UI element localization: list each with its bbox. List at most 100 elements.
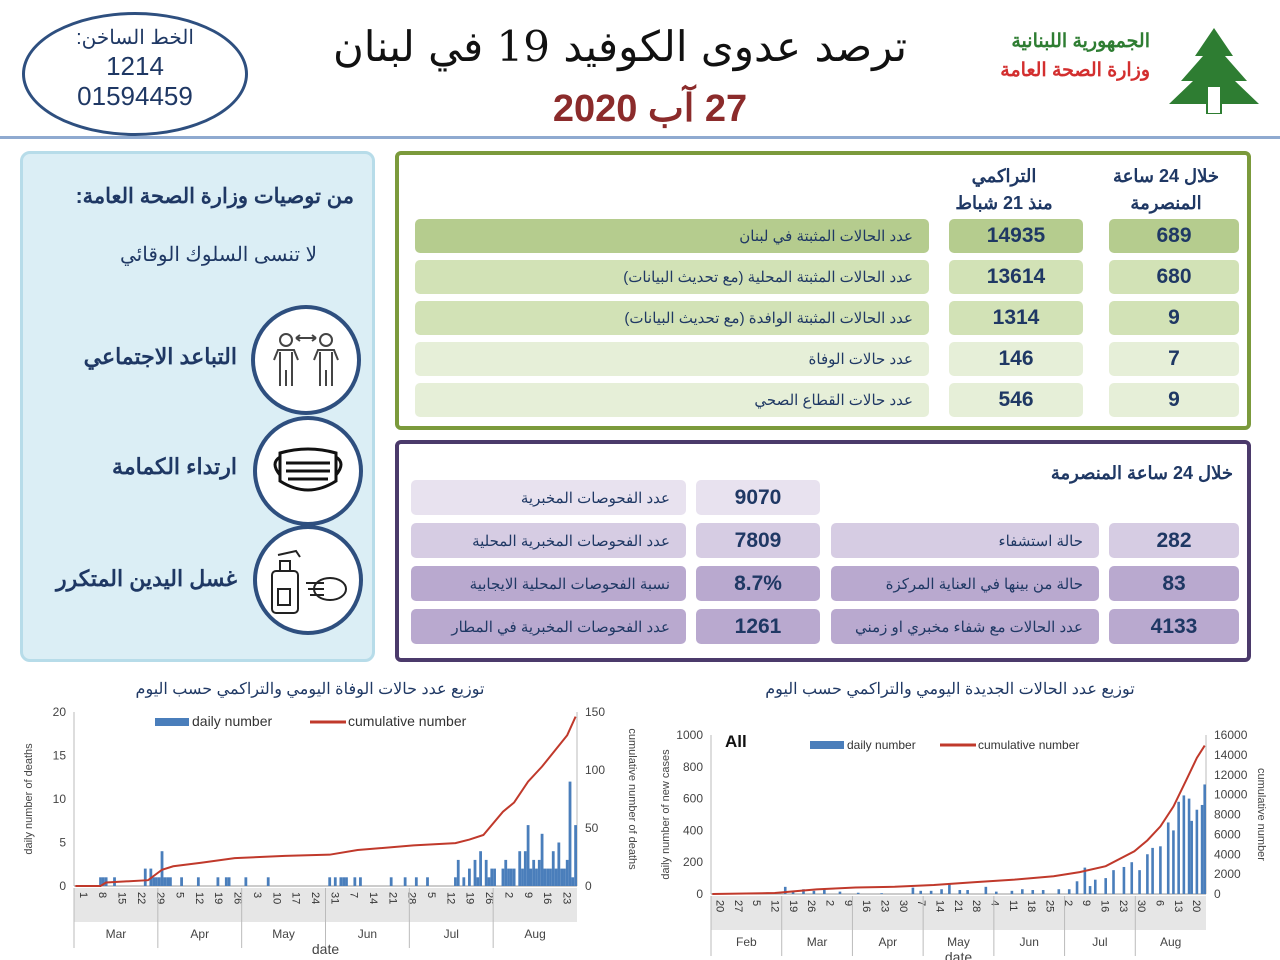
y2-tick-label: 50 (585, 821, 599, 835)
daily-bar (1093, 879, 1097, 894)
daily-bar (518, 851, 522, 886)
daily-bar (1159, 846, 1162, 894)
daily-bar (462, 877, 466, 886)
col-header-24h-line2: المنصرمة (1130, 193, 1202, 213)
x-tick-label: 30 (897, 900, 909, 912)
y2-axis-title: cumulative number (1255, 768, 1267, 861)
daily-bar (509, 868, 513, 886)
hospital-row-value: 83 (1109, 566, 1239, 601)
x-tick-label: 22 (135, 892, 147, 904)
legend-daily-swatch (155, 718, 189, 726)
daily-bar (101, 877, 105, 886)
cases-summary-panel: خلال 24 ساعة المنصرمة التراكمي منذ 21 شباط… (395, 151, 1251, 430)
y2-tick-label: 6000 (1214, 827, 1241, 841)
y-tick-label: 15 (53, 749, 67, 763)
daily-bar (919, 890, 923, 894)
x-tick-label: 19 (212, 892, 224, 904)
daily-bar (1067, 889, 1071, 894)
tests-summary-panel: خلال 24 ساعة المنصرمة عدد الفحوصات المخب… (395, 440, 1251, 662)
x-tick-label: 23 (1117, 900, 1129, 912)
daily-bar (345, 877, 348, 886)
hospital-row-label: حالة استشفاء (831, 523, 1099, 558)
x-tick-label: 16 (860, 900, 872, 912)
x-tick-label: 26 (232, 892, 244, 904)
month-label: May (947, 935, 970, 949)
x-tick-label: 15 (115, 892, 127, 904)
x-tick-label: 5 (174, 892, 186, 898)
x-tick-label: 30 (1135, 900, 1147, 912)
daily-bar (414, 877, 418, 886)
cases-chart: 0200400600800100002000400060008000100001… (660, 728, 1267, 960)
cases-chart-title: توزيع عدد الحالات الجديدة اليومي والتراك… (765, 681, 1135, 698)
x-tick-label: 16 (541, 892, 553, 904)
y-tick-label: 0 (59, 879, 66, 893)
daily-bar (1041, 890, 1045, 894)
header-divider (0, 136, 1280, 139)
daily-bar (476, 877, 480, 886)
daily-bar (1195, 809, 1199, 894)
daily-bar (1146, 854, 1149, 894)
hotline-label: الخط الساخن: (76, 27, 194, 49)
y2-tick-label: 0 (585, 879, 592, 893)
daily-bar (812, 890, 816, 894)
daily-bar (958, 890, 962, 894)
x-tick-label: 2 (1062, 900, 1074, 906)
case-row-24h: 680 (1109, 260, 1239, 294)
col-header-24h-line1: خلال 24 ساعة (1113, 166, 1219, 186)
daily-bar (359, 877, 362, 886)
daily-bar (994, 891, 998, 894)
x-tick-label: 29 (154, 892, 166, 904)
daily-bar (99, 877, 102, 886)
y2-axis-title: cumulative number of deaths (626, 728, 638, 870)
case-row-label: عدد الحالات المثبتة الوافدة (مع تحديث ال… (415, 301, 929, 335)
daily-bar (493, 868, 496, 886)
daily-bar (1057, 889, 1061, 894)
daily-bar (571, 877, 575, 886)
ministry-name: الجمهورية اللبنانية وزارة الصحة العامة (940, 30, 1150, 82)
recommendations-subheading: لا تنسى السلوك الوقائي (120, 244, 317, 266)
x-tick-label: 25 (1044, 900, 1056, 912)
x-tick-label: 23 (560, 892, 572, 904)
daily-bar (1010, 890, 1014, 894)
case-row-24h: 689 (1109, 219, 1239, 253)
test-row-label: عدد الفحوصات المخبرية (411, 480, 686, 515)
daily-bar (948, 884, 951, 894)
recommendations-heading: من توصيات وزارة الصحة العامة: (75, 185, 354, 208)
daily-bar (342, 877, 346, 886)
daily-bar (266, 877, 270, 886)
x-tick-label: 14 (934, 900, 946, 912)
page-title: ترصد عدوى الكوفيد 19 في لبنان (332, 22, 908, 71)
daily-bar (328, 877, 332, 886)
daily-bar (1122, 866, 1126, 894)
test-row-label: نسبة الفحوصات المحلية الايجابية (411, 566, 686, 601)
daily-bar (143, 868, 147, 886)
test-row-value: 8.7% (696, 566, 820, 601)
case-row-label: عدد حالات الوفاة (415, 342, 929, 376)
y2-tick-label: 14000 (1214, 748, 1248, 762)
daily-bar (1182, 795, 1186, 894)
case-row-24h: 7 (1109, 342, 1239, 376)
daily-bar (487, 877, 491, 886)
x-tick-label: 21 (386, 892, 398, 904)
x-tick-label: 6 (1154, 900, 1166, 906)
daily-bar (1200, 804, 1204, 894)
hospital-row-label: حالة من بينها في العناية المركزة (831, 566, 1099, 601)
daily-bar (929, 890, 933, 894)
x-tick-label: 20 (714, 900, 726, 912)
x-tick-label: 7 (348, 892, 360, 898)
tip-social-distancing: التباعد الاجتماعي (83, 344, 237, 369)
x-tick-label: 26 (483, 892, 495, 904)
hotline-number-1: 1214 (106, 51, 164, 81)
month-label: Jun (358, 927, 377, 941)
x-tick-label: 2 (824, 900, 836, 906)
x-tick-label: 21 (952, 900, 964, 912)
month-label: Feb (736, 935, 757, 949)
daily-bar (802, 889, 805, 894)
legend-cumulative-label: cumulative number (978, 738, 1079, 752)
case-row-label: عدد الحالات المثبتة في لبنان (415, 219, 929, 253)
daily-bar (224, 877, 228, 886)
daily-bar (473, 859, 477, 886)
chart-annotation: All (725, 732, 747, 751)
x-tick-label: 26 (805, 900, 817, 912)
